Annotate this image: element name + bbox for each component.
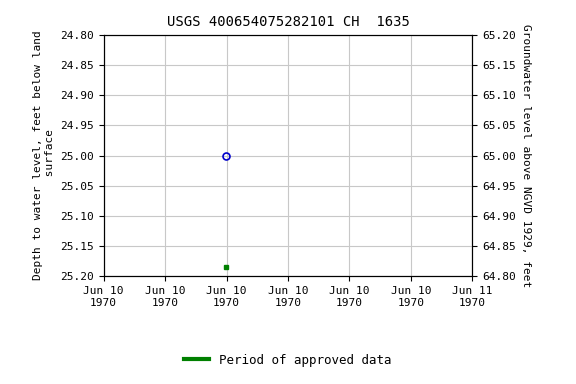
Y-axis label: Groundwater level above NGVD 1929, feet: Groundwater level above NGVD 1929, feet (521, 24, 531, 287)
Title: USGS 400654075282101 CH  1635: USGS 400654075282101 CH 1635 (166, 15, 410, 29)
Legend: Period of approved data: Period of approved data (179, 349, 397, 372)
Y-axis label: Depth to water level, feet below land
 surface: Depth to water level, feet below land su… (33, 31, 55, 280)
